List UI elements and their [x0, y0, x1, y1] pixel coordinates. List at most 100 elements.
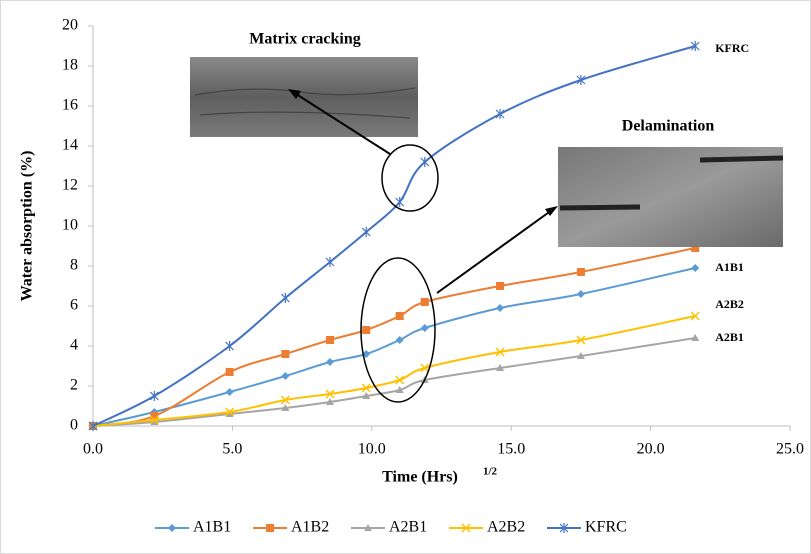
marker — [149, 415, 159, 425]
marker — [361, 227, 371, 237]
marker — [496, 364, 505, 371]
series-line — [92, 247, 696, 427]
series-line — [92, 267, 696, 427]
marker — [280, 293, 290, 303]
marker — [364, 524, 372, 531]
delamination-image — [558, 147, 783, 247]
marker — [225, 368, 234, 376]
arrow — [436, 209, 553, 294]
marker — [395, 197, 405, 207]
y-tick-label: 12 — [62, 177, 78, 194]
series-end-label: KFRC — [715, 41, 749, 55]
arrow-head — [545, 206, 558, 216]
marker — [362, 392, 371, 399]
legend-label: A1B2 — [291, 519, 329, 536]
marker — [325, 336, 334, 344]
marker — [559, 523, 569, 533]
annotation: Delamination — [622, 118, 715, 135]
y-tick-label: 16 — [62, 97, 78, 114]
marker — [576, 290, 585, 298]
arrow-head — [288, 89, 301, 99]
x-axis-label-sup: 1/2 — [483, 466, 498, 478]
marker — [150, 412, 159, 420]
delamination-texture — [559, 155, 784, 211]
marker — [690, 41, 700, 51]
legend-label: A2B2 — [487, 519, 525, 536]
marker — [88, 421, 98, 431]
marker — [395, 312, 404, 320]
marker — [225, 407, 235, 417]
marker — [395, 375, 405, 385]
marker — [576, 75, 586, 85]
y-tick-label: 18 — [62, 57, 78, 74]
marker — [461, 523, 471, 533]
x-tick-label: 25.0 — [776, 441, 804, 458]
legend-label: KFRC — [585, 519, 627, 536]
y-tick-label: 4 — [70, 337, 78, 354]
marker — [281, 404, 290, 411]
marker — [149, 391, 159, 401]
series-end-label: A2B1 — [715, 330, 744, 344]
x-tick-label: 20.0 — [637, 441, 665, 458]
x-tick-label: 10.0 — [358, 441, 386, 458]
y-tick-label: 14 — [62, 137, 78, 154]
marker — [266, 524, 274, 532]
y-tick-label: 10 — [62, 217, 78, 234]
marker — [150, 418, 159, 425]
y-tick-label: 6 — [70, 297, 78, 314]
marker — [280, 395, 290, 405]
legend-label: A1B1 — [193, 519, 231, 536]
highlight-ellipse — [381, 144, 439, 212]
marker — [420, 324, 429, 332]
annotation: Matrix cracking — [249, 31, 361, 48]
legend: A1B1 A1B2 A2B1 A2B2 KFRC — [155, 519, 627, 536]
y-tick-label: 0 — [70, 417, 78, 434]
x-tick-label: 5.0 — [222, 441, 242, 458]
arrow — [292, 91, 391, 155]
x-tick-label: 0.0 — [83, 441, 103, 458]
marker — [225, 388, 234, 396]
marker — [691, 334, 700, 341]
marker — [281, 372, 290, 380]
y-tick-label: 20 — [62, 17, 78, 34]
series-end-label: A2B2 — [715, 297, 744, 311]
matrix-image — [190, 57, 418, 137]
marker — [690, 311, 700, 321]
marker — [420, 157, 430, 167]
highlight-ellipse — [360, 257, 436, 403]
x-axis-label: Time (Hrs) — [382, 469, 458, 486]
series-line — [92, 315, 696, 427]
marker — [495, 109, 505, 119]
marker — [420, 363, 430, 373]
marker — [361, 383, 371, 393]
marker — [495, 347, 505, 357]
marker — [576, 352, 585, 359]
marker — [325, 398, 334, 405]
marker — [496, 282, 505, 290]
y-tick-label: 2 — [70, 377, 78, 394]
y-tick-label: 8 — [70, 257, 78, 274]
marker — [576, 268, 585, 276]
y-axis-label: Water absorption (%) — [19, 151, 36, 302]
marker — [420, 298, 429, 306]
marker — [691, 244, 700, 252]
marker — [325, 257, 335, 267]
marker — [362, 326, 371, 334]
marker — [225, 341, 235, 351]
marker — [325, 389, 335, 399]
x-tick-label: 15.0 — [497, 441, 525, 458]
marker — [225, 410, 234, 417]
plot-area: 0 2 4 6 8 10 12 14 16 18 20 0.0 5.0 10.0 15.0 20.0 25.0 A… — [62, 17, 804, 536]
marker — [395, 386, 404, 393]
legend-label: A2B1 — [389, 519, 427, 536]
marker — [362, 350, 371, 358]
marker — [691, 264, 700, 272]
series-end-label: A1B1 — [715, 260, 744, 274]
marker — [168, 524, 176, 532]
marker — [576, 335, 586, 345]
marker — [281, 350, 290, 358]
marker — [496, 304, 505, 312]
marker — [325, 358, 334, 366]
